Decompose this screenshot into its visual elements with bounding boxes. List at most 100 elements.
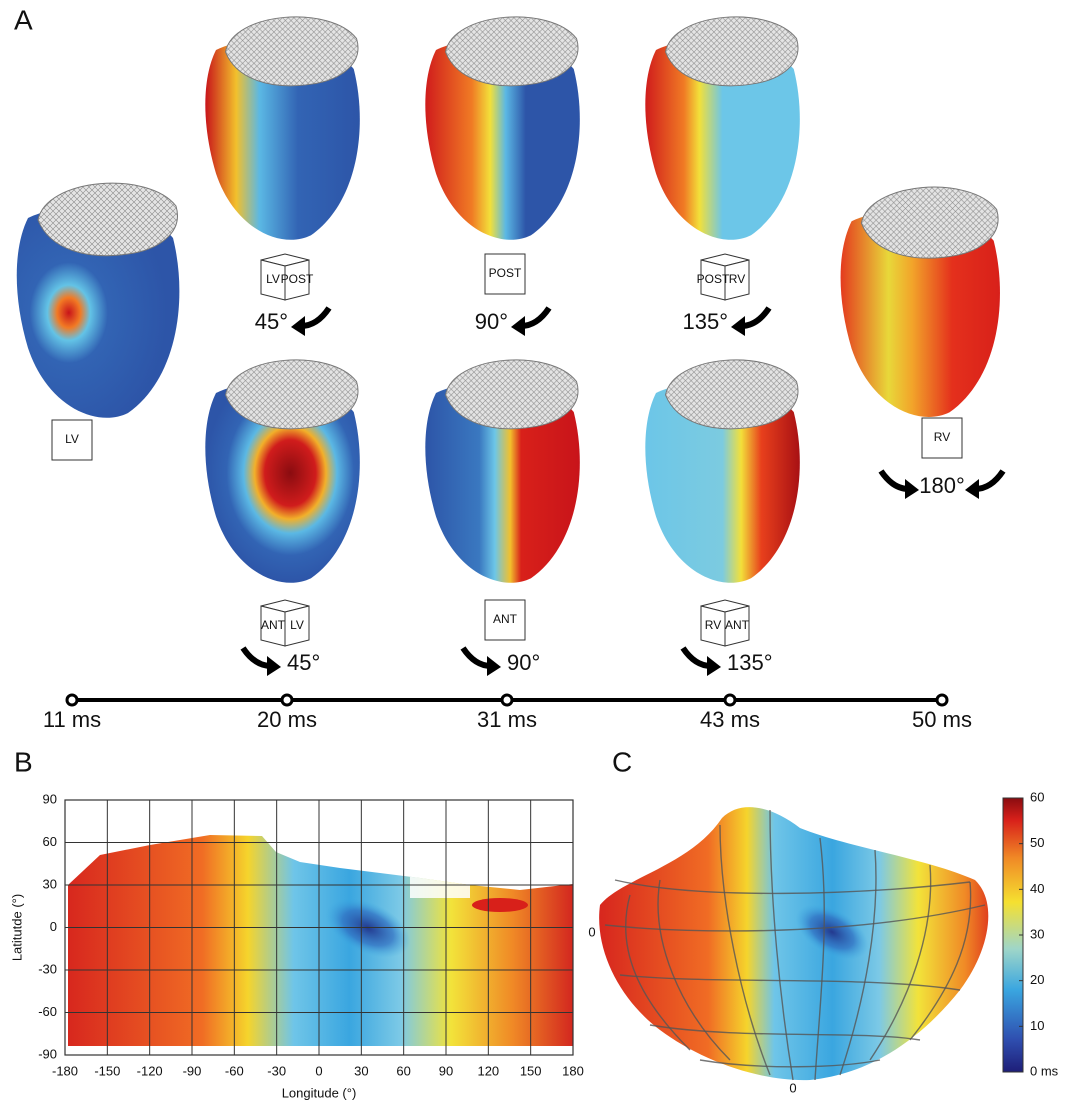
map-grid-line (869, 864, 932, 1061)
heart-mesh (225, 359, 359, 430)
colorbar-tick-label: 30 (1030, 926, 1044, 941)
timeline-node (280, 693, 294, 707)
arrow-shaft (520, 306, 552, 329)
y-tick-label: -90 (38, 1046, 57, 1061)
map-grid-line (839, 849, 877, 1076)
arrow-head (731, 316, 745, 336)
cube-right (284, 259, 310, 301)
map-grid-line (657, 879, 731, 1061)
rotation-arrow (291, 306, 332, 336)
rotation-angle: 45° (287, 650, 320, 675)
heart-mesh (445, 16, 579, 87)
polar-map (599, 807, 989, 1081)
arrow-shaft (740, 306, 772, 329)
view-label: ANT (725, 618, 750, 632)
map-grid-line (604, 904, 986, 932)
arrow-shaft (974, 469, 1006, 492)
view-label: POST (697, 272, 730, 286)
x-tick-label: 60 (396, 1063, 410, 1078)
timeline-label: 20 ms (257, 707, 317, 732)
rotation-angle: 135° (727, 650, 773, 675)
x-tick-label: -120 (137, 1063, 163, 1078)
arrow-head (487, 656, 501, 676)
x-tick-label: 150 (520, 1063, 542, 1078)
arrow-shaft (460, 646, 492, 669)
colorbar-tick-label: 40 (1030, 881, 1044, 896)
heart-render (645, 16, 800, 240)
view-label: RV (705, 618, 721, 632)
view-label: LV (266, 272, 280, 286)
x-tick-label: 30 (354, 1063, 368, 1078)
heart-render (645, 359, 800, 583)
rotation-angle: 45° (255, 309, 288, 334)
arrow-head (707, 656, 721, 676)
view-label: POST (489, 266, 522, 280)
rotation-arrow (731, 306, 772, 336)
view-box (484, 599, 526, 641)
cube-right (724, 259, 750, 301)
heart-mesh (665, 359, 799, 430)
y-tick-label: -30 (38, 961, 57, 976)
view-box (484, 253, 526, 295)
cube-right (284, 605, 310, 647)
map-grid-line (699, 1059, 881, 1068)
arrow-head (905, 479, 919, 499)
x-tick-label: 180 (562, 1063, 584, 1078)
y-tick-label: 60 (43, 834, 57, 849)
heart-mesh (445, 359, 579, 430)
colorbar-tick-label: 20 (1030, 972, 1044, 987)
arrow-head (511, 316, 525, 336)
rotation-angle: 180° (919, 473, 965, 498)
heart-render (16, 182, 180, 418)
arrow-shaft (680, 646, 712, 669)
x-tick-label: -30 (267, 1063, 286, 1078)
panel-label: A (14, 4, 33, 35)
map-grid-line (909, 881, 972, 1041)
timeline-node (65, 693, 79, 707)
colorbar-tick-label: 50 (1030, 835, 1044, 850)
panel-label: C (612, 746, 632, 777)
heart-render (425, 359, 580, 583)
view-label: LV (290, 618, 304, 632)
heart-render (840, 186, 1000, 417)
axis-origin-label: 0 (789, 1080, 796, 1095)
colorbar-tick-label: 60 (1030, 789, 1044, 804)
x-tick-label: 90 (439, 1063, 453, 1078)
arrow-shaft (240, 646, 272, 669)
x-tick-label: 0 (315, 1063, 322, 1078)
heart-render (205, 16, 360, 240)
rotation-arrow (965, 469, 1006, 499)
panel-label: B (14, 746, 33, 777)
x-tick-label: -180 (52, 1063, 78, 1078)
heart-render (205, 359, 360, 583)
axis-origin-label: 0 (588, 924, 595, 939)
map-grid-line (649, 1024, 921, 1041)
timeline-node (935, 693, 949, 707)
late-patch (472, 898, 528, 912)
heart-mesh (860, 186, 999, 259)
timeline-label: 50 ms (912, 707, 972, 732)
x-tick-label: -60 (225, 1063, 244, 1078)
y-tick-label: 30 (43, 876, 57, 891)
heart-mesh (665, 16, 799, 87)
heart-mesh (37, 182, 178, 257)
view-box (51, 419, 93, 461)
timeline-label: 11 ms (43, 707, 101, 732)
heart-render (425, 16, 580, 240)
view-label: ANT (261, 618, 286, 632)
colorbar-tick-label: 10 (1030, 1018, 1044, 1033)
timeline-label: 31 ms (477, 707, 537, 732)
rotation-arrow (511, 306, 552, 336)
plot-frame (64, 799, 574, 1056)
y-tick-label: 0 (50, 919, 57, 934)
rotation-angle: 90° (475, 309, 508, 334)
view-label: RV (934, 430, 950, 444)
map-grid-line (614, 879, 971, 895)
cube-right (724, 605, 750, 647)
heart-mesh (225, 16, 359, 87)
arrow-head (291, 316, 305, 336)
rotation-angle: 135° (682, 309, 728, 334)
y-tick-label: 90 (43, 791, 57, 806)
early-activation (795, 904, 869, 960)
